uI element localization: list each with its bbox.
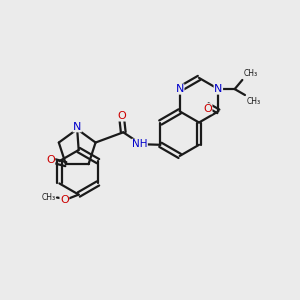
Text: CH₃: CH₃ xyxy=(41,193,56,202)
Text: O: O xyxy=(46,155,55,165)
Text: N: N xyxy=(214,84,223,94)
Text: NH: NH xyxy=(132,139,147,149)
Text: O: O xyxy=(60,195,69,205)
Text: CH₃: CH₃ xyxy=(247,97,261,106)
Text: O: O xyxy=(117,111,126,121)
Text: N: N xyxy=(73,122,81,132)
Text: CH₃: CH₃ xyxy=(244,70,258,79)
Text: N: N xyxy=(176,84,184,94)
Text: O: O xyxy=(203,104,212,114)
